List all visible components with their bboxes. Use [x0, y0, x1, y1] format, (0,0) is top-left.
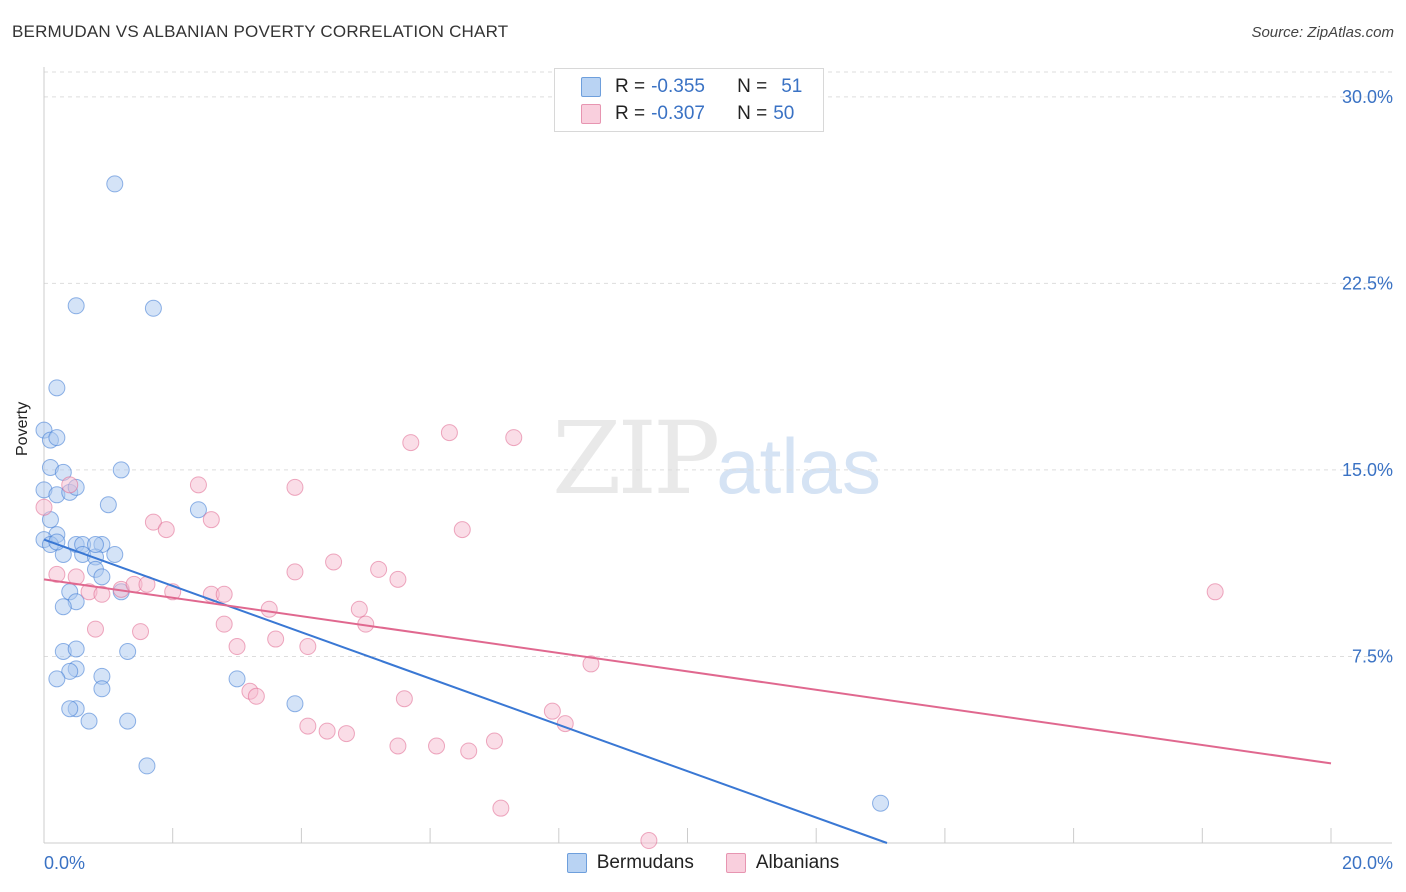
legend-n-label: N = [737, 103, 768, 124]
point-albanians [582, 655, 600, 673]
point-albanians [86, 620, 104, 638]
series-legend: Bermudans Albanians [0, 852, 1406, 874]
watermark-zip: ZIP [552, 400, 720, 517]
point-bermudans [86, 536, 104, 554]
point-bermudans [93, 680, 111, 698]
watermark-atlas: atlas [716, 422, 882, 510]
point-albanians [505, 429, 523, 447]
point-albanians [35, 498, 53, 516]
point-albanians [61, 476, 79, 494]
source-label: Source: ZipAtlas.com [1251, 24, 1394, 41]
legend-n-value: 50 [773, 103, 795, 124]
point-bermudans [48, 429, 66, 447]
point-bermudans [144, 299, 162, 317]
series-swatch-albanians [725, 853, 746, 873]
point-bermudans [80, 712, 98, 730]
point-albanians [543, 702, 561, 720]
point-albanians [132, 623, 150, 641]
series-swatch-bermudans [566, 853, 587, 873]
point-albanians [286, 563, 304, 581]
x-tick-label-max: 20.0% [1342, 853, 1393, 873]
series-label-albanians: Albanians [755, 852, 840, 873]
point-bermudans [67, 297, 85, 315]
point-bermudans [286, 695, 304, 713]
y-tick-label: 22.5% [1342, 273, 1393, 293]
legend-swatch-bermudans [581, 77, 601, 97]
legend-r-value: -0.355 [651, 76, 705, 97]
series-label-bermudans: Bermudans [596, 852, 694, 873]
point-albanians [228, 638, 246, 656]
y-tick-label: 15.0% [1342, 460, 1393, 480]
point-albanians [453, 521, 471, 539]
point-albanians [1206, 583, 1224, 601]
point-bermudans [61, 662, 79, 680]
point-albanians [395, 690, 413, 708]
point-albanians [144, 513, 162, 531]
point-albanians [485, 732, 503, 750]
point-albanians [325, 553, 343, 571]
trendline-bermudans [43, 538, 888, 844]
point-albanians [260, 600, 278, 618]
point-albanians [299, 717, 317, 735]
point-bermudans [228, 670, 246, 688]
point-albanians [350, 600, 368, 618]
point-albanians [370, 560, 388, 578]
point-albanians [93, 585, 111, 603]
point-albanians [318, 722, 336, 740]
point-bermudans [138, 757, 156, 775]
point-albanians [389, 570, 407, 588]
point-bermudans [119, 642, 137, 660]
x-tick-label-min: 0.0% [44, 853, 85, 873]
point-albanians [202, 511, 220, 529]
point-albanians [640, 832, 658, 850]
point-bermudans [119, 712, 137, 730]
trendline-albanians [43, 578, 1332, 765]
point-bermudans [189, 501, 207, 519]
point-albanians [48, 565, 66, 583]
correlation-legend: R = -0.355 N = 51 R = -0.307 N = 50 [554, 68, 824, 132]
point-albanians [286, 478, 304, 496]
point-bermudans [112, 461, 130, 479]
point-bermudans [93, 568, 111, 586]
point-albanians [215, 585, 233, 603]
point-albanians [215, 615, 233, 633]
y-tick-label: 30.0% [1342, 87, 1393, 107]
legend-r-label: R = [615, 76, 646, 97]
point-albanians [428, 737, 446, 755]
legend-r-value: -0.307 [651, 103, 705, 124]
point-bermudans [67, 640, 85, 658]
legend-row-bermudans: R = -0.355 N = 51 [555, 74, 802, 100]
point-bermudans [872, 794, 890, 812]
point-albanians [492, 799, 510, 817]
legend-n-value: 51 [781, 76, 803, 97]
point-bermudans [54, 598, 72, 616]
legend-n-label: N = [737, 76, 768, 97]
point-bermudans [48, 670, 66, 688]
y-tick-label: 7.5% [1352, 646, 1393, 666]
point-bermudans [106, 545, 124, 563]
chart-title: BERMUDAN VS ALBANIAN POVERTY CORRELATION… [12, 22, 509, 41]
series-legend-bermudans: Bermudans [566, 852, 694, 874]
point-albanians [440, 424, 458, 442]
legend-row-albanians: R = -0.307 N = 50 [555, 101, 794, 127]
point-albanians [157, 521, 175, 539]
point-albanians [389, 737, 407, 755]
point-bermudans [106, 175, 124, 193]
point-bermudans [99, 496, 117, 514]
point-albanians [460, 742, 478, 760]
point-albanians [247, 687, 265, 705]
watermark: ZIPatlas [552, 400, 881, 517]
point-albanians [189, 476, 207, 494]
series-legend-albanians: Albanians [725, 852, 840, 874]
point-albanians [299, 638, 317, 656]
point-albanians [267, 630, 285, 648]
point-albanians [402, 434, 420, 452]
legend-r-label: R = [615, 103, 646, 124]
point-bermudans [61, 700, 79, 718]
legend-swatch-albanians [581, 104, 601, 124]
point-albanians [337, 725, 355, 743]
point-bermudans [48, 379, 66, 397]
